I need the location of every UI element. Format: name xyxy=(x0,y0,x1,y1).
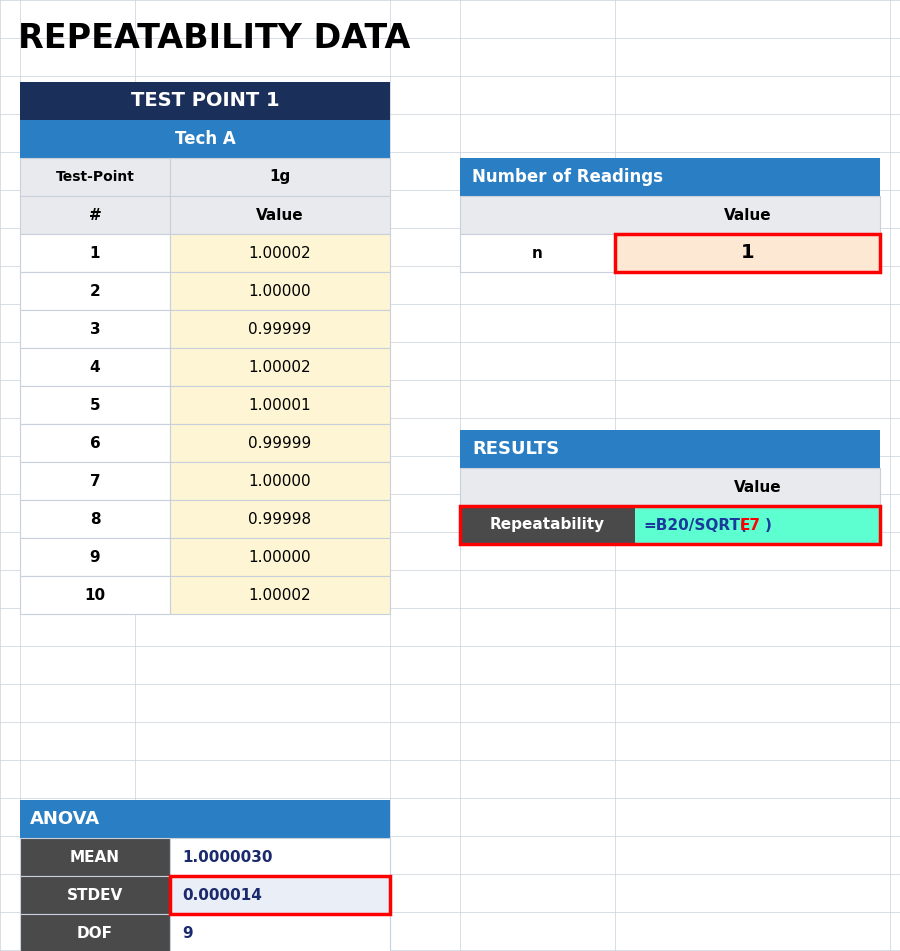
Text: 1.00002: 1.00002 xyxy=(248,359,311,375)
Bar xyxy=(20,800,390,838)
Bar xyxy=(170,500,390,538)
Text: Value: Value xyxy=(734,479,781,495)
Bar xyxy=(460,196,880,234)
Bar xyxy=(20,838,170,876)
Text: 7: 7 xyxy=(90,474,100,489)
Bar xyxy=(170,838,390,876)
Text: 5: 5 xyxy=(90,398,100,413)
Text: 2: 2 xyxy=(90,283,101,299)
Bar xyxy=(170,914,390,951)
Bar xyxy=(20,914,170,951)
Bar xyxy=(20,876,170,914)
Bar xyxy=(170,310,390,348)
Bar xyxy=(460,234,615,272)
Text: Value: Value xyxy=(256,207,304,223)
Bar xyxy=(615,234,880,272)
Bar xyxy=(170,386,390,424)
Text: ): ) xyxy=(765,517,772,533)
Bar xyxy=(615,234,880,272)
Text: RESULTS: RESULTS xyxy=(472,440,559,458)
Text: 1.00001: 1.00001 xyxy=(248,398,311,413)
Bar xyxy=(170,462,390,500)
Text: Tech A: Tech A xyxy=(175,130,236,148)
Bar xyxy=(170,158,390,196)
Text: DOF: DOF xyxy=(77,925,113,941)
Text: 0.99998: 0.99998 xyxy=(248,512,311,527)
Text: MEAN: MEAN xyxy=(70,849,120,864)
Text: ANOVA: ANOVA xyxy=(30,810,100,828)
Bar xyxy=(20,196,170,234)
Text: 1.00000: 1.00000 xyxy=(248,283,311,299)
Bar xyxy=(460,430,880,468)
Text: 0.000014: 0.000014 xyxy=(182,887,262,902)
Text: Number of Readings: Number of Readings xyxy=(472,168,663,186)
Text: 8: 8 xyxy=(90,512,100,527)
Bar xyxy=(20,500,170,538)
Bar xyxy=(20,462,170,500)
Bar xyxy=(20,386,170,424)
Text: 3: 3 xyxy=(90,321,100,337)
Bar xyxy=(20,310,170,348)
Bar xyxy=(20,348,170,386)
Bar xyxy=(170,348,390,386)
Text: STDEV: STDEV xyxy=(67,887,123,902)
Bar xyxy=(460,506,880,544)
Text: 10: 10 xyxy=(85,588,105,603)
Bar xyxy=(460,158,880,196)
Text: 0.99999: 0.99999 xyxy=(248,321,311,337)
Text: #: # xyxy=(88,207,102,223)
Text: 4: 4 xyxy=(90,359,100,375)
Bar xyxy=(460,506,635,544)
Bar xyxy=(20,538,170,576)
Text: 1.0000030: 1.0000030 xyxy=(182,849,273,864)
Bar xyxy=(460,468,880,506)
Bar xyxy=(170,234,390,272)
Text: Test-Point: Test-Point xyxy=(56,170,134,184)
Text: 1: 1 xyxy=(90,245,100,261)
Bar xyxy=(170,538,390,576)
Text: 0.99999: 0.99999 xyxy=(248,436,311,451)
Bar xyxy=(20,272,170,310)
Text: 9: 9 xyxy=(182,925,193,941)
Bar xyxy=(170,876,390,914)
Bar xyxy=(170,576,390,614)
Bar xyxy=(20,234,170,272)
Text: 1.00002: 1.00002 xyxy=(248,245,311,261)
Text: 9: 9 xyxy=(90,550,100,565)
Text: 1.00000: 1.00000 xyxy=(248,550,311,565)
Text: 1.00000: 1.00000 xyxy=(248,474,311,489)
Text: TEST POINT 1: TEST POINT 1 xyxy=(130,91,279,110)
Text: 6: 6 xyxy=(90,436,101,451)
Text: Value: Value xyxy=(724,207,771,223)
Text: 1: 1 xyxy=(741,243,754,262)
Text: 1.00002: 1.00002 xyxy=(248,588,311,603)
Bar xyxy=(20,158,170,196)
Text: Repeatability: Repeatability xyxy=(490,517,605,533)
Bar xyxy=(20,424,170,462)
Bar xyxy=(635,506,880,544)
Bar xyxy=(170,196,390,234)
Text: E7: E7 xyxy=(740,517,761,533)
Bar xyxy=(170,424,390,462)
Bar xyxy=(170,876,390,914)
Bar xyxy=(20,120,390,158)
Text: n: n xyxy=(532,245,543,261)
Bar xyxy=(170,272,390,310)
Text: REPEATABILITY DATA: REPEATABILITY DATA xyxy=(18,22,410,54)
Text: 1g: 1g xyxy=(269,169,291,184)
Bar xyxy=(20,82,390,120)
Bar xyxy=(20,576,170,614)
Text: =B20/SQRT(: =B20/SQRT( xyxy=(643,517,747,533)
